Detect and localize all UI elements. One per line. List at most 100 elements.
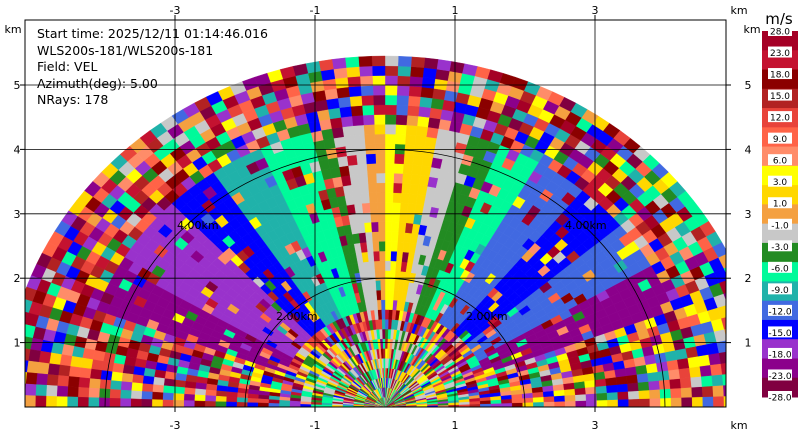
velocity-cell — [25, 395, 26, 402]
velocity-cell — [384, 85, 398, 96]
velocity-cell — [368, 192, 378, 204]
velocity-cell — [427, 117, 441, 129]
colorbar-tick-label: 15.0 — [770, 92, 790, 102]
velocity-cell — [347, 164, 359, 176]
velocity-cell — [374, 133, 386, 145]
velocity-cell — [407, 95, 421, 107]
velocity-cell — [384, 270, 391, 281]
colorbar-tick-bg — [768, 283, 792, 295]
y-tick-label-left: 2 — [14, 272, 21, 285]
velocity-cell — [367, 182, 378, 194]
velocity-cell — [346, 154, 358, 166]
velocity-cell — [98, 397, 110, 407]
velocity-cell — [717, 304, 726, 319]
colorbar-tick-label: -23.0 — [768, 372, 792, 382]
velocity-cell — [373, 104, 386, 115]
velocity-cell — [371, 55, 386, 67]
y-tick-label-left: 5 — [14, 79, 21, 92]
colorbar-tick-bg — [768, 154, 792, 166]
velocity-cell — [449, 61, 465, 74]
velocity-cell — [162, 392, 174, 401]
velocity-cell — [352, 124, 365, 136]
colorbar-tick-bg — [768, 261, 792, 273]
velocity-cell — [417, 106, 431, 118]
velocity-cell — [394, 133, 406, 145]
velocity-cell — [720, 362, 726, 375]
velocity-cell — [25, 311, 29, 325]
velocity-cell — [47, 363, 60, 376]
velocity-cell — [384, 202, 394, 213]
velocity-cell — [668, 368, 681, 380]
velocity-cell — [637, 381, 650, 391]
colorbar-tick-label: 3.0 — [773, 178, 788, 188]
velocity-cell — [141, 391, 153, 400]
velocity-cell — [687, 355, 701, 368]
velocity-cell — [205, 389, 217, 397]
velocity-cell — [596, 399, 608, 407]
x-unit-label-bottom: km — [730, 419, 747, 432]
velocity-cell — [378, 250, 386, 261]
colorbar-tick-bg — [768, 25, 792, 36]
velocity-cell — [344, 56, 360, 68]
velocity-cell — [381, 309, 386, 320]
velocity-cell — [409, 66, 425, 78]
velocity-cell — [310, 404, 322, 407]
velocity-cell — [718, 351, 726, 364]
colorbar-tick-label: -6.0 — [771, 264, 789, 274]
velocity-cell — [278, 403, 290, 407]
velocity-cell — [384, 75, 398, 86]
velocity-cell — [361, 94, 374, 106]
velocity-cell — [697, 354, 711, 367]
velocity-cell — [670, 397, 682, 407]
velocity-cell — [595, 385, 608, 394]
velocity-cell — [397, 55, 412, 67]
velocity-cell — [384, 289, 390, 300]
velocity-cell — [247, 397, 259, 404]
velocity-cell — [373, 260, 381, 272]
velocity-cell — [246, 402, 259, 407]
velocity-cell — [401, 183, 411, 194]
velocity-cell — [364, 133, 376, 145]
velocity-cell — [408, 85, 422, 97]
velocity-cell — [384, 348, 388, 359]
velocity-cell — [372, 94, 386, 106]
velocity-cell — [627, 382, 639, 392]
velocity-cell — [392, 202, 401, 213]
range-ring-label: 4.00km — [177, 219, 219, 232]
velocity-cell — [391, 221, 400, 233]
velocity-cell — [617, 391, 629, 400]
velocity-cell — [45, 384, 58, 397]
velocity-cell — [745, 395, 756, 407]
velocity-cell — [670, 387, 682, 399]
velocity-cell — [392, 192, 402, 204]
velocity-cell — [377, 221, 386, 232]
velocity-cell — [742, 310, 756, 324]
velocity-cell — [120, 381, 133, 391]
velocity-cell — [434, 137, 447, 150]
colorbar-tick-bg — [768, 89, 792, 101]
velocity-cell — [511, 402, 524, 407]
velocity-cell — [419, 96, 433, 108]
velocity-cell — [606, 391, 619, 401]
velocity-cell — [426, 126, 439, 139]
velocity-cell — [247, 393, 259, 400]
velocity-cell — [575, 393, 587, 402]
velocity-cell — [564, 394, 576, 402]
velocity-cell — [56, 385, 69, 398]
colorbar-tick-bg — [768, 218, 792, 230]
colorbar-tick-label: -15.0 — [768, 329, 792, 339]
velocity-cell — [543, 401, 555, 407]
velocity-cell — [395, 260, 402, 272]
velocity-cell — [151, 391, 164, 401]
velocity-cell — [151, 399, 163, 407]
velocity-cell — [700, 375, 713, 387]
velocity-cell — [363, 124, 375, 135]
velocity-cell — [393, 163, 404, 174]
velocity-cell — [25, 395, 36, 407]
velocity-cell — [396, 94, 409, 106]
velocity-sector — [25, 55, 756, 407]
velocity-cell — [353, 134, 366, 146]
velocity-cell — [648, 380, 661, 391]
velocity-cell — [626, 374, 639, 384]
velocity-cell — [554, 400, 566, 407]
